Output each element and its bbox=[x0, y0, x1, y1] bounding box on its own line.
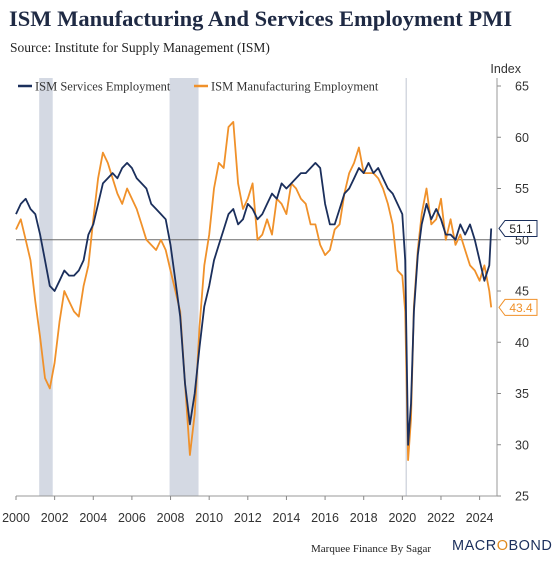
services-employment-line bbox=[15, 162, 493, 446]
x-tick-label: 2018 bbox=[350, 511, 378, 525]
x-tick-label: 2000 bbox=[2, 511, 30, 525]
x-tick-label: 2016 bbox=[311, 511, 339, 525]
manufacturing-value-tag bbox=[498, 298, 538, 316]
footer-credit: Marquee Finance By Sagar bbox=[311, 543, 432, 555]
brand-logo: MACROBOND bbox=[452, 538, 553, 554]
x-tick-label: 2014 bbox=[273, 511, 301, 525]
x-tick-label: 2008 bbox=[157, 511, 185, 525]
x-tick-label: 2022 bbox=[427, 511, 455, 525]
y-tick-label: 35 bbox=[515, 387, 529, 401]
y-tick-label: 45 bbox=[515, 285, 529, 299]
manufacturing-employment-line bbox=[15, 121, 493, 461]
x-tick-label: 2006 bbox=[118, 511, 146, 525]
y-tick-label: 40 bbox=[515, 336, 529, 350]
x-tick-label: 2020 bbox=[388, 511, 416, 525]
x-tick-label: 2010 bbox=[195, 511, 223, 525]
chart-title: ISM Manufacturing And Services Employmen… bbox=[9, 6, 513, 31]
legend-label-services: ISM Services Employment bbox=[35, 80, 171, 94]
manufacturing-value-label: 43.4 bbox=[509, 301, 533, 315]
services-value-tag bbox=[498, 219, 538, 237]
y-tick-label: 30 bbox=[515, 438, 529, 452]
y-tick-label: 55 bbox=[515, 182, 529, 196]
x-tick-label: 2012 bbox=[234, 511, 262, 525]
y-tick-label: 65 bbox=[515, 80, 529, 94]
x-tick-label: 2004 bbox=[79, 511, 107, 525]
y-tick-label: 25 bbox=[515, 490, 529, 504]
recession-band-0 bbox=[39, 78, 53, 496]
y-tick-label: 60 bbox=[515, 131, 529, 145]
y-axis-label: Index bbox=[490, 62, 521, 76]
legend-label-manufacturing: ISM Manufacturing Employment bbox=[211, 80, 379, 94]
chart-subtitle: Source: Institute for Supply Management … bbox=[10, 40, 270, 55]
services-value-label: 51.1 bbox=[509, 222, 533, 236]
x-tick-label: 2002 bbox=[41, 511, 69, 525]
x-tick-label: 2024 bbox=[466, 511, 494, 525]
